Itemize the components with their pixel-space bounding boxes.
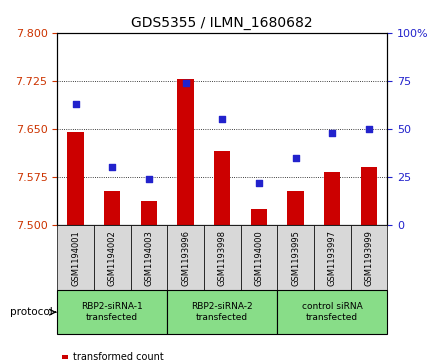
Text: RBP2-siRNA-1
transfected: RBP2-siRNA-1 transfected bbox=[81, 302, 143, 322]
Text: GSM1194000: GSM1194000 bbox=[254, 230, 264, 286]
Bar bbox=[287, 191, 304, 225]
Title: GDS5355 / ILMN_1680682: GDS5355 / ILMN_1680682 bbox=[132, 16, 313, 30]
Point bbox=[255, 180, 262, 185]
Point bbox=[292, 155, 299, 160]
Bar bbox=[104, 191, 121, 225]
Text: control siRNA
transfected: control siRNA transfected bbox=[302, 302, 363, 322]
Text: protocol: protocol bbox=[10, 307, 53, 317]
Bar bbox=[177, 79, 194, 225]
Bar bbox=[214, 151, 231, 225]
Text: GSM1194002: GSM1194002 bbox=[108, 230, 117, 286]
Text: GSM1193999: GSM1193999 bbox=[364, 230, 374, 286]
Point bbox=[145, 176, 152, 182]
Point bbox=[219, 116, 226, 122]
Point bbox=[365, 126, 372, 132]
Bar bbox=[251, 209, 267, 225]
Bar bbox=[361, 167, 377, 225]
Text: GSM1193996: GSM1193996 bbox=[181, 230, 190, 286]
Point bbox=[329, 130, 336, 136]
Text: RBP2-siRNA-2
transfected: RBP2-siRNA-2 transfected bbox=[191, 302, 253, 322]
Text: GSM1194001: GSM1194001 bbox=[71, 230, 80, 286]
Text: transformed count: transformed count bbox=[73, 352, 163, 362]
Text: GSM1193997: GSM1193997 bbox=[328, 230, 337, 286]
Bar bbox=[67, 132, 84, 225]
Text: GSM1193998: GSM1193998 bbox=[218, 230, 227, 286]
Point bbox=[109, 164, 116, 170]
Point bbox=[182, 80, 189, 86]
Bar bbox=[141, 201, 157, 225]
Text: GSM1194003: GSM1194003 bbox=[144, 230, 154, 286]
Bar bbox=[324, 172, 341, 225]
Text: GSM1193995: GSM1193995 bbox=[291, 230, 300, 286]
Point bbox=[72, 101, 79, 107]
